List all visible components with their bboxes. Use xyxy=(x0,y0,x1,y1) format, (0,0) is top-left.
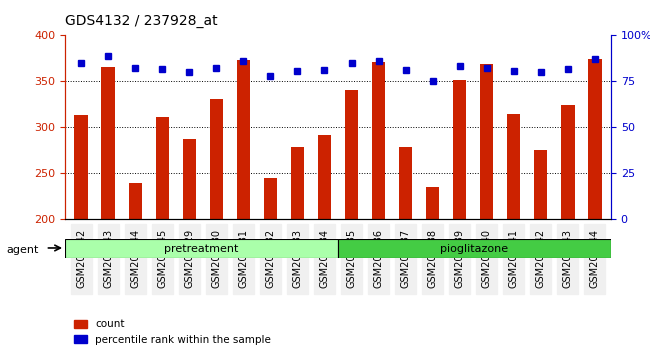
Bar xyxy=(534,149,547,219)
Bar xyxy=(588,59,601,219)
Bar xyxy=(561,105,575,219)
Text: agent: agent xyxy=(6,245,39,255)
Bar xyxy=(183,139,196,219)
Bar xyxy=(318,135,332,219)
Text: pioglitazone: pioglitazone xyxy=(441,244,508,254)
Legend: count, percentile rank within the sample: count, percentile rank within the sample xyxy=(70,315,275,349)
Bar xyxy=(209,99,223,219)
Bar xyxy=(453,80,467,219)
Bar xyxy=(75,115,88,219)
Bar xyxy=(480,64,493,219)
Bar xyxy=(237,60,250,219)
Text: pretreatment: pretreatment xyxy=(164,244,239,254)
Bar xyxy=(101,67,115,219)
FancyBboxPatch shape xyxy=(65,239,338,258)
Text: GDS4132 / 237928_at: GDS4132 / 237928_at xyxy=(65,14,218,28)
FancyBboxPatch shape xyxy=(338,239,611,258)
Bar xyxy=(372,62,385,219)
Bar xyxy=(291,147,304,219)
Bar xyxy=(129,183,142,219)
Bar xyxy=(426,187,439,219)
Bar xyxy=(399,147,412,219)
Bar xyxy=(507,114,521,219)
Bar xyxy=(344,90,358,219)
Bar xyxy=(155,117,169,219)
Bar xyxy=(264,178,277,219)
